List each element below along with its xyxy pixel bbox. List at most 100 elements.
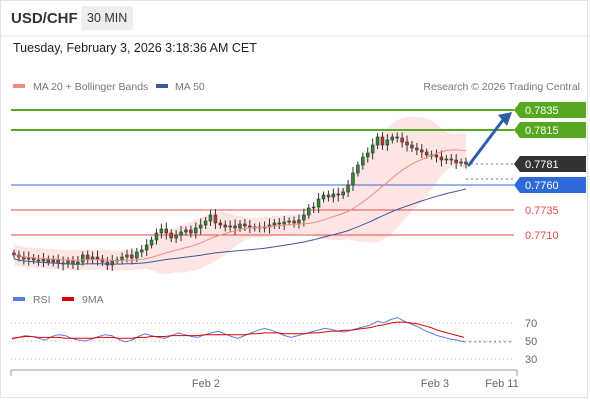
x-tick-feb3: Feb 3 xyxy=(421,378,449,390)
candle-body xyxy=(321,194,326,200)
price-label-5: 0.7710 xyxy=(525,230,559,242)
legend-swatch-ma20 xyxy=(13,84,25,88)
price-level-labels: 0.7835 0.7815 0.7781 0.7760 0.7735 0.7710 xyxy=(514,102,586,242)
price-label-3: 0.7760 xyxy=(525,180,559,192)
ma50-line xyxy=(13,188,467,265)
candle-body xyxy=(194,227,198,234)
candle-body xyxy=(449,158,453,161)
candle-body xyxy=(179,231,183,236)
candle-body xyxy=(316,198,321,208)
price-label-4: 0.7735 xyxy=(525,205,559,217)
candle-body xyxy=(405,141,409,146)
candle-body xyxy=(198,224,203,229)
rsi-tick-30: 30 xyxy=(525,354,537,366)
candle-body xyxy=(454,159,458,164)
rsi-legend: RSI 9MA xyxy=(13,294,104,306)
candle-body xyxy=(71,260,75,265)
candle-body xyxy=(26,257,31,260)
candle-body xyxy=(169,232,173,239)
candle-body xyxy=(346,184,350,193)
candle-body xyxy=(326,194,331,198)
candle-body xyxy=(100,258,105,263)
candle-body xyxy=(385,139,390,146)
candle-body xyxy=(302,214,306,221)
candle-body xyxy=(400,137,404,143)
candle-body xyxy=(248,225,252,228)
rsi-tick-70: 70 xyxy=(525,318,537,330)
price-legend: MA 20 + Bollinger Bands MA 50 Research ©… xyxy=(13,81,580,93)
candle-body xyxy=(184,229,188,233)
candle-body xyxy=(410,144,414,149)
price-label-box xyxy=(514,156,586,172)
rsi-line xyxy=(11,317,465,343)
candle-body xyxy=(85,254,90,260)
candle-body xyxy=(361,156,365,166)
candle-body xyxy=(144,244,149,251)
candle-body xyxy=(238,223,242,229)
candle-body xyxy=(375,136,380,146)
candle-body xyxy=(311,206,316,209)
candle-body xyxy=(415,147,419,151)
candle-body xyxy=(395,136,399,139)
x-tick-feb11: Feb 11 xyxy=(485,378,518,390)
credit-label: Research © 2026 Trading Central xyxy=(423,81,580,93)
candle-body xyxy=(95,256,100,260)
candle-body xyxy=(125,254,129,258)
candle-body xyxy=(444,158,449,161)
candle-body xyxy=(464,161,468,165)
candle-body xyxy=(140,249,144,253)
price-levels xyxy=(11,109,514,236)
candle-body xyxy=(439,156,444,161)
candle-body xyxy=(233,225,237,229)
candle-body xyxy=(356,164,360,174)
candle-body xyxy=(351,172,355,186)
target-arrow-shaft xyxy=(467,118,505,167)
target-arrow xyxy=(467,112,512,167)
candle-body xyxy=(110,260,115,266)
candle-body xyxy=(331,193,336,198)
candle-body xyxy=(365,152,370,158)
moving-averages xyxy=(13,149,467,265)
candle-body xyxy=(223,224,228,228)
legend-label-ma20: MA 20 + Bollinger Bands xyxy=(33,81,148,93)
candle-body xyxy=(459,161,463,164)
candle-body xyxy=(272,222,277,226)
candle-body xyxy=(12,252,16,256)
legend-label-rsi: RSI xyxy=(33,294,51,306)
candle-body xyxy=(41,258,46,262)
price-label-0: 0.7835 xyxy=(525,105,559,117)
candle-body xyxy=(419,149,424,153)
candle-body xyxy=(218,222,223,226)
candle-body xyxy=(370,144,375,154)
candle-body xyxy=(46,258,51,263)
candle-body xyxy=(56,259,60,264)
candle-body xyxy=(277,222,281,225)
candle-body xyxy=(174,234,178,239)
candle-body xyxy=(208,214,213,222)
candle-body xyxy=(341,191,345,196)
legend-label-ma50: MA 50 xyxy=(175,81,205,93)
candle-body xyxy=(76,261,80,265)
candle-body xyxy=(164,228,169,234)
candle-body xyxy=(424,151,429,156)
rsi-tick-50: 50 xyxy=(525,336,537,348)
price-label-box xyxy=(514,177,586,193)
target-arrow-head xyxy=(498,112,512,126)
candle-body xyxy=(282,221,286,225)
candlesticks xyxy=(12,132,468,271)
price-label-box xyxy=(514,102,586,118)
candle-body xyxy=(130,254,134,259)
candle-body xyxy=(336,193,340,196)
candle-body xyxy=(120,256,124,261)
candle-body xyxy=(159,228,164,234)
candle-body xyxy=(189,229,193,234)
candle-body xyxy=(105,261,110,266)
ma20-line xyxy=(13,149,467,262)
interval-button[interactable]: 30 MIN xyxy=(81,6,134,30)
price-label-box xyxy=(514,122,586,138)
candle-body xyxy=(434,154,439,158)
rsi-9ma-line xyxy=(11,321,465,339)
timestamp-label: Tuesday, February 3, 2026 3:18:36 AM CET xyxy=(13,41,257,55)
candle-body xyxy=(380,136,385,146)
